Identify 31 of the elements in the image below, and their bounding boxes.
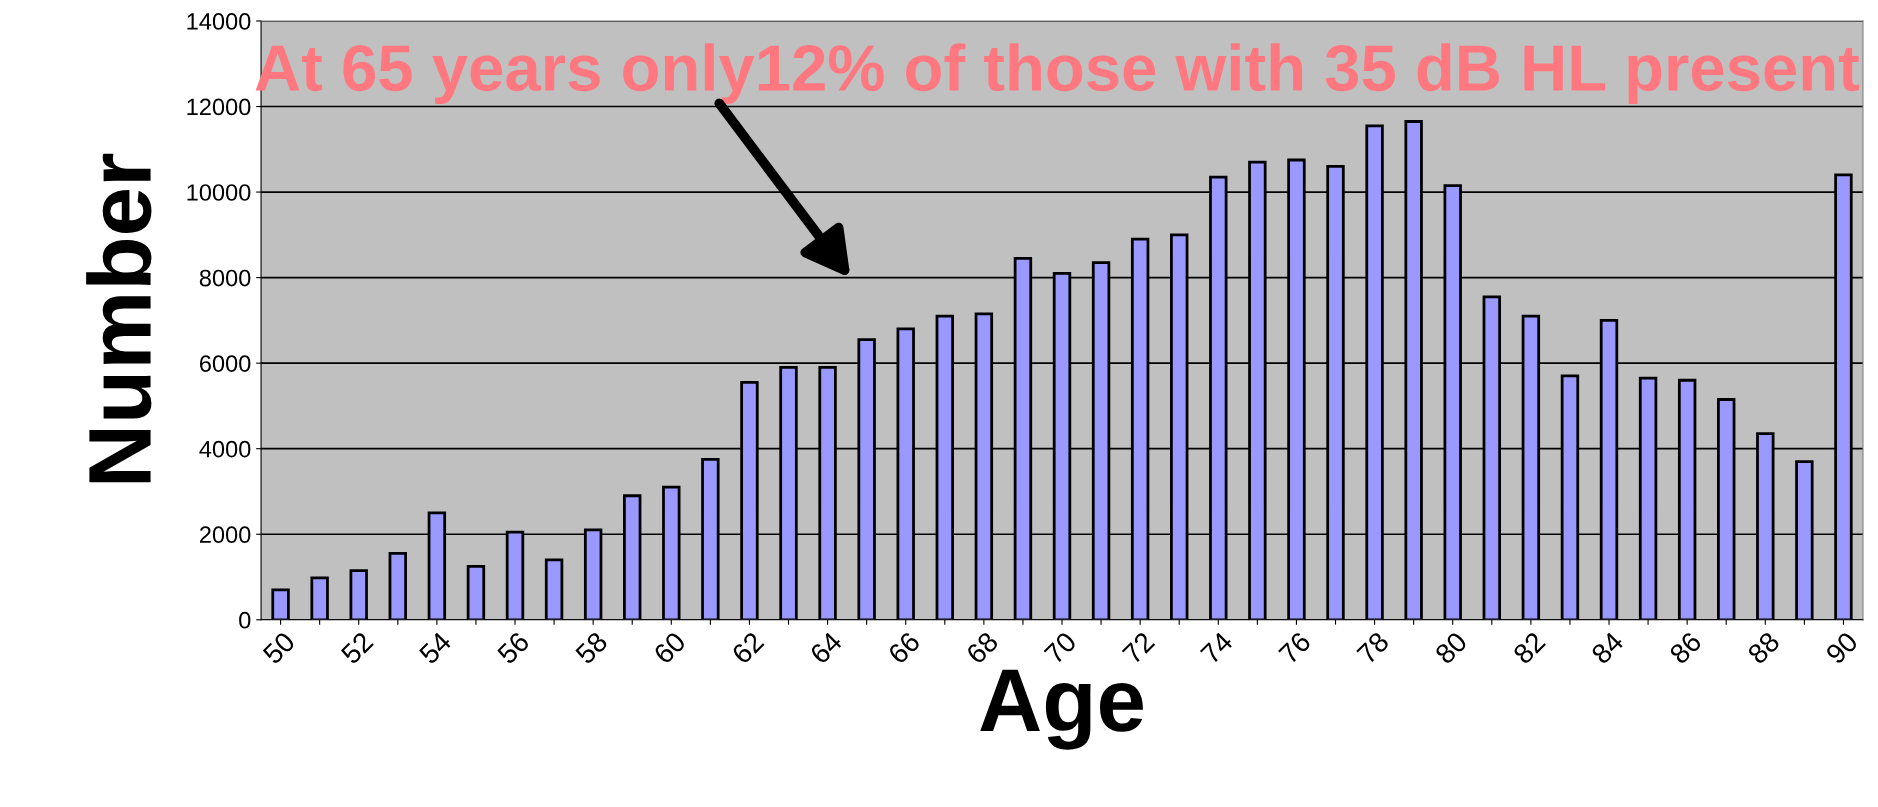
x-tick-label: 62 <box>730 631 765 665</box>
y-tick-label: 14000 <box>187 13 251 30</box>
x-tick-label: 64 <box>809 630 844 665</box>
x-tick-label: 86 <box>1668 630 1703 665</box>
x-axis-title: Age <box>980 669 1143 750</box>
y-axis-title: Number <box>86 153 152 483</box>
x-tick-label: 76 <box>1277 630 1312 665</box>
x-tick-label: 66 <box>887 630 922 665</box>
x-tick-label: 54 <box>418 630 453 665</box>
x-tick-label: 70 <box>1043 630 1078 665</box>
y-tick-label: 2000 <box>199 526 251 544</box>
y-tick-label: 10000 <box>187 184 251 201</box>
x-tick-label: 82 <box>1512 631 1547 665</box>
x-tick-label: 58 <box>574 630 609 665</box>
y-tick-label: 0 <box>239 611 251 629</box>
y-tick-label: 6000 <box>200 355 251 372</box>
x-tick-label: 52 <box>339 631 374 665</box>
x-tick-label: 74 <box>1199 630 1234 665</box>
x-tick-label: 78 <box>1356 630 1390 665</box>
x-tick-label: 50 <box>261 630 297 665</box>
x-tick-label: 72 <box>1121 631 1156 665</box>
x-tick-label: 88 <box>1746 630 1781 665</box>
x-tick-label: 84 <box>1590 630 1625 665</box>
x-tick-label: 68 <box>965 630 1000 665</box>
x-tick-label: 60 <box>652 630 687 665</box>
y-tick-label: 4000 <box>199 440 251 458</box>
x-tick-label: 56 <box>496 630 531 665</box>
x-tick-label: 90 <box>1824 630 1859 665</box>
x-tick-label: 80 <box>1434 630 1469 665</box>
y-tick-label: 12000 <box>187 98 251 116</box>
y-tick-label: 8000 <box>199 269 251 287</box>
